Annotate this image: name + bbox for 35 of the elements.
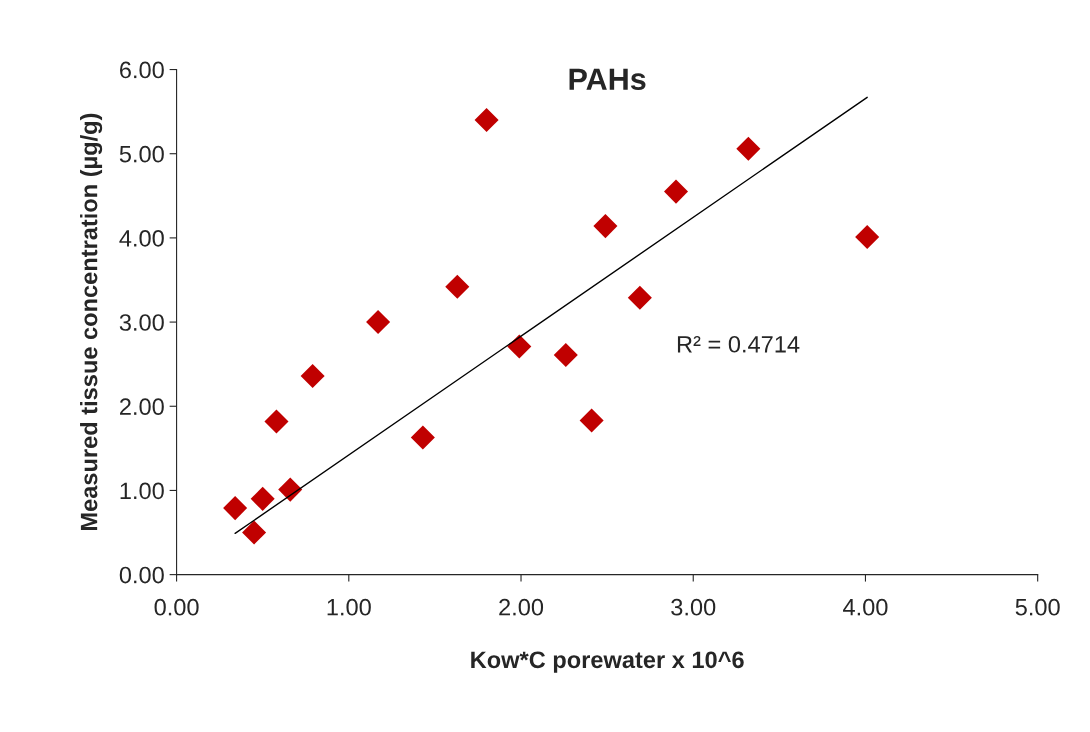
y-tick-label: 2.00 <box>120 398 164 416</box>
point <box>300 363 325 388</box>
y-tick-label: 1.00 <box>120 482 164 500</box>
point <box>445 274 470 299</box>
point <box>410 425 435 450</box>
point <box>855 225 880 250</box>
chart-title: PAHs <box>569 68 646 91</box>
x-tick-label: 4.00 <box>843 598 888 616</box>
annotation: R² = 0.4714 <box>677 335 800 353</box>
point <box>366 310 391 335</box>
point <box>663 179 689 204</box>
x-tick-label: 3.00 <box>671 598 716 616</box>
point <box>507 334 532 359</box>
point <box>736 136 761 161</box>
y-tick-label: 4.00 <box>119 229 164 247</box>
point <box>264 409 289 434</box>
x-tick-label: 5.00 <box>1015 598 1060 616</box>
x-tick-label: 0.00 <box>154 598 199 616</box>
x-tick-label: 2.00 <box>499 598 544 616</box>
y-tick-label: 6.00 <box>120 61 164 79</box>
x-tick-label: 1.00 <box>327 598 371 616</box>
point <box>593 214 618 239</box>
point <box>242 520 267 545</box>
x-axis-title: Kow*C porewater x 10^6 <box>471 651 744 673</box>
point <box>553 342 578 367</box>
y-tick-label: 3.00 <box>119 314 164 331</box>
y-tick-label: 0.00 <box>119 566 164 584</box>
point <box>474 108 499 133</box>
y-axis-title: Measured tissue concentration (µg/g) <box>80 113 103 530</box>
point <box>223 496 248 521</box>
point <box>627 285 652 310</box>
point <box>278 477 303 502</box>
point <box>579 408 604 433</box>
y-tick-label: 5.00 <box>119 145 164 163</box>
point <box>250 486 275 511</box>
